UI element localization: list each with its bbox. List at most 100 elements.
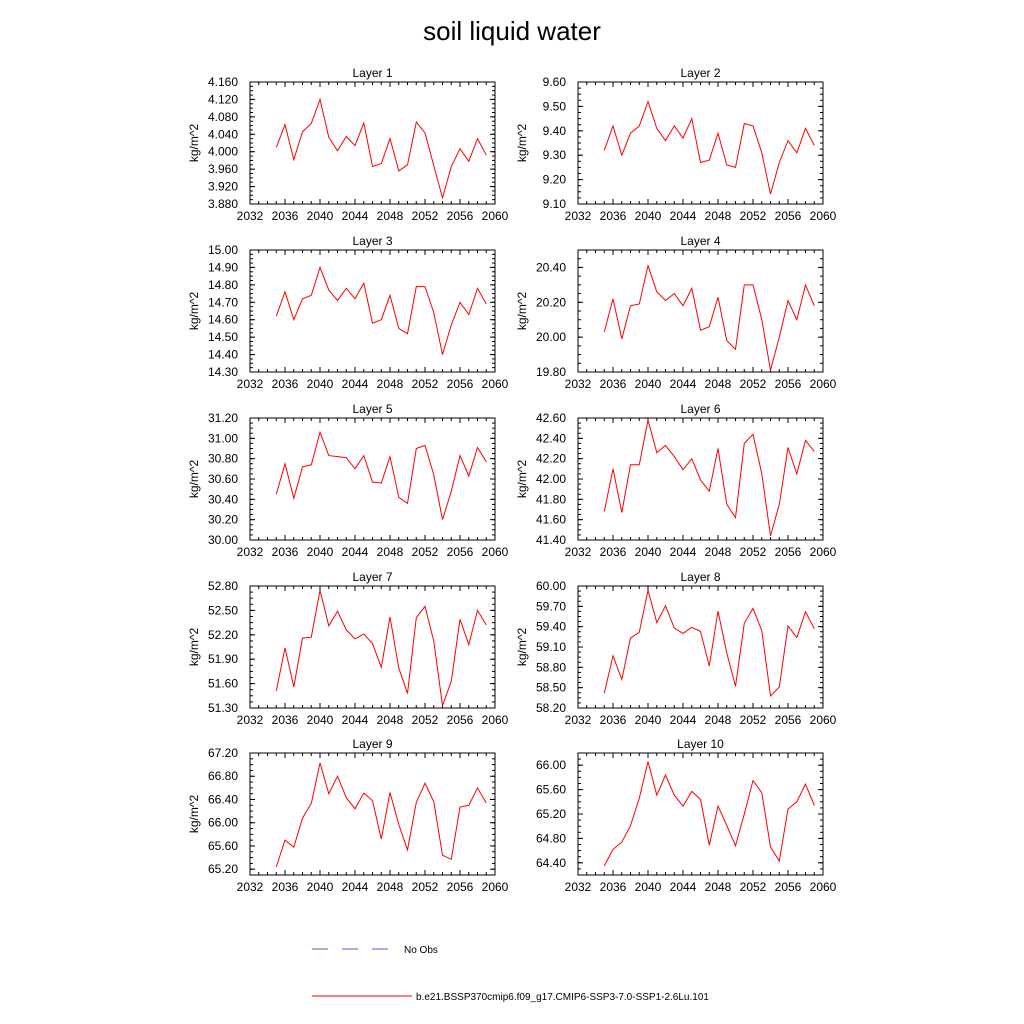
y-tick-label: 19.80 [536,365,566,379]
x-tick-label: 2052 [412,545,439,559]
y-axis-label: kg/m^2 [515,628,529,667]
x-tick-label: 2056 [447,209,474,223]
y-tick-label: 3.880 [208,197,238,211]
figure-title: soil liquid water [423,16,601,46]
y-tick-label: 66.40 [208,792,238,806]
x-tick-label: 2044 [342,880,369,894]
x-tick-label: 2044 [670,880,697,894]
panel-layer-7: Layer 7 2032 2036 2040 2044 2048 2052 2056 2060 5… [187,570,509,727]
panels-group: Layer 1 2032 2036 2040 2044 2048 2052 2056 2060 3… [187,66,837,894]
x-tick-label: 2048 [377,209,404,223]
panel-title: Layer 5 [352,402,392,416]
x-tick-label: 2060 [810,377,837,391]
y-tick-label: 9.10 [543,197,567,211]
series-line [275,97,487,200]
x-tick-label: 2056 [447,545,474,559]
y-tick-label: 58.80 [536,660,566,674]
x-tick-label: 2044 [670,377,697,391]
x-tick-label: 2032 [237,713,264,727]
y-tick-label: 41.80 [536,492,566,506]
x-tick-label: 2060 [810,880,837,894]
series-line [275,265,487,355]
y-tick-label: 14.50 [208,330,238,344]
y-tick-label: 4.160 [208,75,238,89]
x-tick-label: 2040 [307,377,334,391]
y-tick-label: 51.30 [208,701,238,715]
panel-layer-6: Layer 6 2032 2036 2040 2044 2048 2052 2056 2060 4… [515,402,837,559]
x-tick-label: 2048 [377,377,404,391]
y-tick-label: 31.00 [208,431,238,445]
plot-frame [249,752,496,876]
y-axis-label: kg/m^2 [187,795,201,834]
y-tick-label: 14.30 [208,365,238,379]
y-tick-label: 9.60 [543,75,567,89]
x-tick-label: 2052 [740,209,767,223]
x-tick-label: 2048 [705,377,732,391]
panel-layer-4: Layer 4 2032 2036 2040 2044 2048 2052 2056 2060 1… [515,234,837,391]
x-tick-label: 2044 [670,713,697,727]
x-tick-label: 2044 [670,209,697,223]
y-tick-label: 64.80 [536,831,566,845]
y-tick-label: 20.40 [536,260,566,274]
x-tick-label: 2032 [237,377,264,391]
x-tick-label: 2044 [342,713,369,727]
x-tick-label: 2048 [377,880,404,894]
y-tick-label: 15.00 [208,243,238,257]
x-tick-label: 2040 [635,545,662,559]
panel-layer-3: Layer 3 2032 2036 2040 2044 2048 2052 2056 2060 1… [187,234,509,391]
x-tick-label: 2056 [447,880,474,894]
x-tick-label: 2052 [740,377,767,391]
y-tick-label: 9.40 [543,124,567,138]
y-tick-label: 14.80 [208,278,238,292]
y-tick-label: 59.40 [536,620,566,634]
y-tick-label: 20.00 [536,330,566,344]
x-tick-label: 2040 [307,880,334,894]
y-tick-label: 4.040 [208,127,238,141]
y-tick-label: 30.00 [208,533,238,547]
x-tick-label: 2036 [600,713,627,727]
panel-layer-10: Layer 10 2032 2036 2040 2044 2048 2052 2056 2060… [536,737,837,894]
x-tick-label: 2036 [600,545,627,559]
x-tick-label: 2048 [377,545,404,559]
x-tick-label: 2060 [482,880,509,894]
legend: No Obs b.e21.BSSP370cmip6.f09_g17.CMIP6-… [312,945,709,1003]
x-tick-label: 2060 [482,209,509,223]
y-tick-label: 14.40 [208,348,238,362]
y-tick-label: 52.80 [208,579,238,593]
y-tick-label: 66.80 [208,769,238,783]
y-axis-label: kg/m^2 [187,292,201,331]
panel-layer-5: Layer 5 2032 2036 2040 2044 2048 2052 2056 2060 3… [187,402,509,559]
x-tick-label: 2056 [447,713,474,727]
series-line [275,430,487,520]
x-tick-label: 2056 [775,209,802,223]
x-tick-label: 2040 [635,209,662,223]
series-line [603,263,815,371]
x-tick-label: 2036 [600,209,627,223]
x-tick-label: 2040 [635,713,662,727]
y-tick-label: 42.00 [536,472,566,486]
x-tick-label: 2048 [705,545,732,559]
x-tick-label: 2036 [272,713,299,727]
y-tick-label: 58.50 [536,681,566,695]
y-tick-label: 9.20 [543,173,567,187]
y-tick-label: 42.20 [536,452,566,466]
x-tick-label: 2036 [600,880,627,894]
y-tick-label: 65.20 [536,807,566,821]
y-tick-label: 66.00 [208,816,238,830]
x-tick-label: 2036 [272,377,299,391]
plot-frame [577,752,824,876]
y-tick-label: 65.20 [208,862,238,876]
series-line [603,761,815,867]
y-tick-label: 14.60 [208,313,238,327]
x-tick-label: 2052 [740,545,767,559]
y-tick-label: 30.60 [208,472,238,486]
x-tick-label: 2044 [342,209,369,223]
plot-frame [577,585,824,709]
y-axis-label: kg/m^2 [187,124,201,163]
x-tick-label: 2032 [565,545,592,559]
y-tick-label: 60.00 [536,579,566,593]
y-tick-label: 59.70 [536,599,566,613]
y-tick-label: 41.40 [536,533,566,547]
plot-frame [249,417,496,541]
